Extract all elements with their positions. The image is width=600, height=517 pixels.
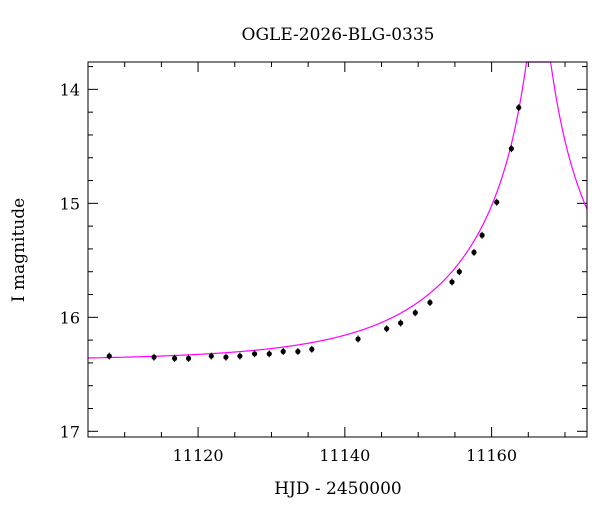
data-point xyxy=(280,348,286,356)
plot-frame xyxy=(87,61,588,438)
data-marker xyxy=(251,351,258,357)
data-marker xyxy=(479,232,485,238)
data-marker xyxy=(309,346,315,352)
data-marker xyxy=(427,299,433,306)
data-point xyxy=(295,348,301,356)
y-tick-label: 15 xyxy=(60,194,80,213)
data-marker xyxy=(516,104,522,111)
x-tick-label: 11140 xyxy=(319,446,370,465)
data-marker xyxy=(171,355,178,361)
y-tick-label: 16 xyxy=(60,308,80,327)
data-marker xyxy=(223,354,229,360)
data-point xyxy=(456,268,462,276)
data-point xyxy=(251,350,258,358)
x-axis-label: HJD - 2450000 xyxy=(274,479,402,499)
data-marker xyxy=(237,353,243,359)
data-marker xyxy=(412,310,418,316)
data-point xyxy=(384,325,390,333)
data-point xyxy=(106,352,112,360)
data-marker xyxy=(355,336,361,342)
data-point xyxy=(494,198,500,206)
model-curve xyxy=(88,61,588,359)
data-marker xyxy=(494,199,500,205)
data-marker xyxy=(280,348,286,355)
data-marker xyxy=(471,249,477,255)
data-point xyxy=(449,278,455,286)
axis-ticks: 11120 11140 11160 14 15 16 17 xyxy=(60,62,587,465)
data-point xyxy=(398,319,404,327)
data-marker xyxy=(449,279,455,285)
x-tick-label: 11160 xyxy=(466,446,517,465)
data-point xyxy=(508,145,515,153)
data-point xyxy=(309,345,315,353)
data-marker xyxy=(266,351,272,357)
data-point xyxy=(412,309,418,317)
y-axis-label: I magnitude xyxy=(9,198,29,302)
data-point xyxy=(223,353,229,361)
data-point xyxy=(237,352,243,360)
data-marker xyxy=(508,146,515,152)
x-tick-label: 11120 xyxy=(173,446,224,465)
y-tick-label: 14 xyxy=(60,80,80,99)
data-marker xyxy=(398,320,404,326)
data-point xyxy=(208,352,214,360)
data-points-group xyxy=(106,104,522,362)
data-marker xyxy=(151,354,157,360)
data-marker xyxy=(295,348,301,355)
chart-title: OGLE-2026-BLG-0335 xyxy=(242,25,435,45)
data-point xyxy=(479,231,485,239)
y-tick-label: 17 xyxy=(60,422,80,441)
data-point xyxy=(471,248,477,256)
data-point xyxy=(185,354,192,362)
data-point xyxy=(516,104,522,112)
data-point xyxy=(151,353,157,361)
data-point xyxy=(355,335,361,343)
data-marker xyxy=(208,353,214,359)
data-marker xyxy=(456,269,462,275)
data-point xyxy=(171,354,178,362)
data-point xyxy=(427,299,433,307)
data-marker xyxy=(185,355,192,361)
data-marker xyxy=(106,353,112,359)
data-marker xyxy=(384,326,390,332)
data-point xyxy=(266,350,272,358)
model-curve-group xyxy=(88,61,588,359)
